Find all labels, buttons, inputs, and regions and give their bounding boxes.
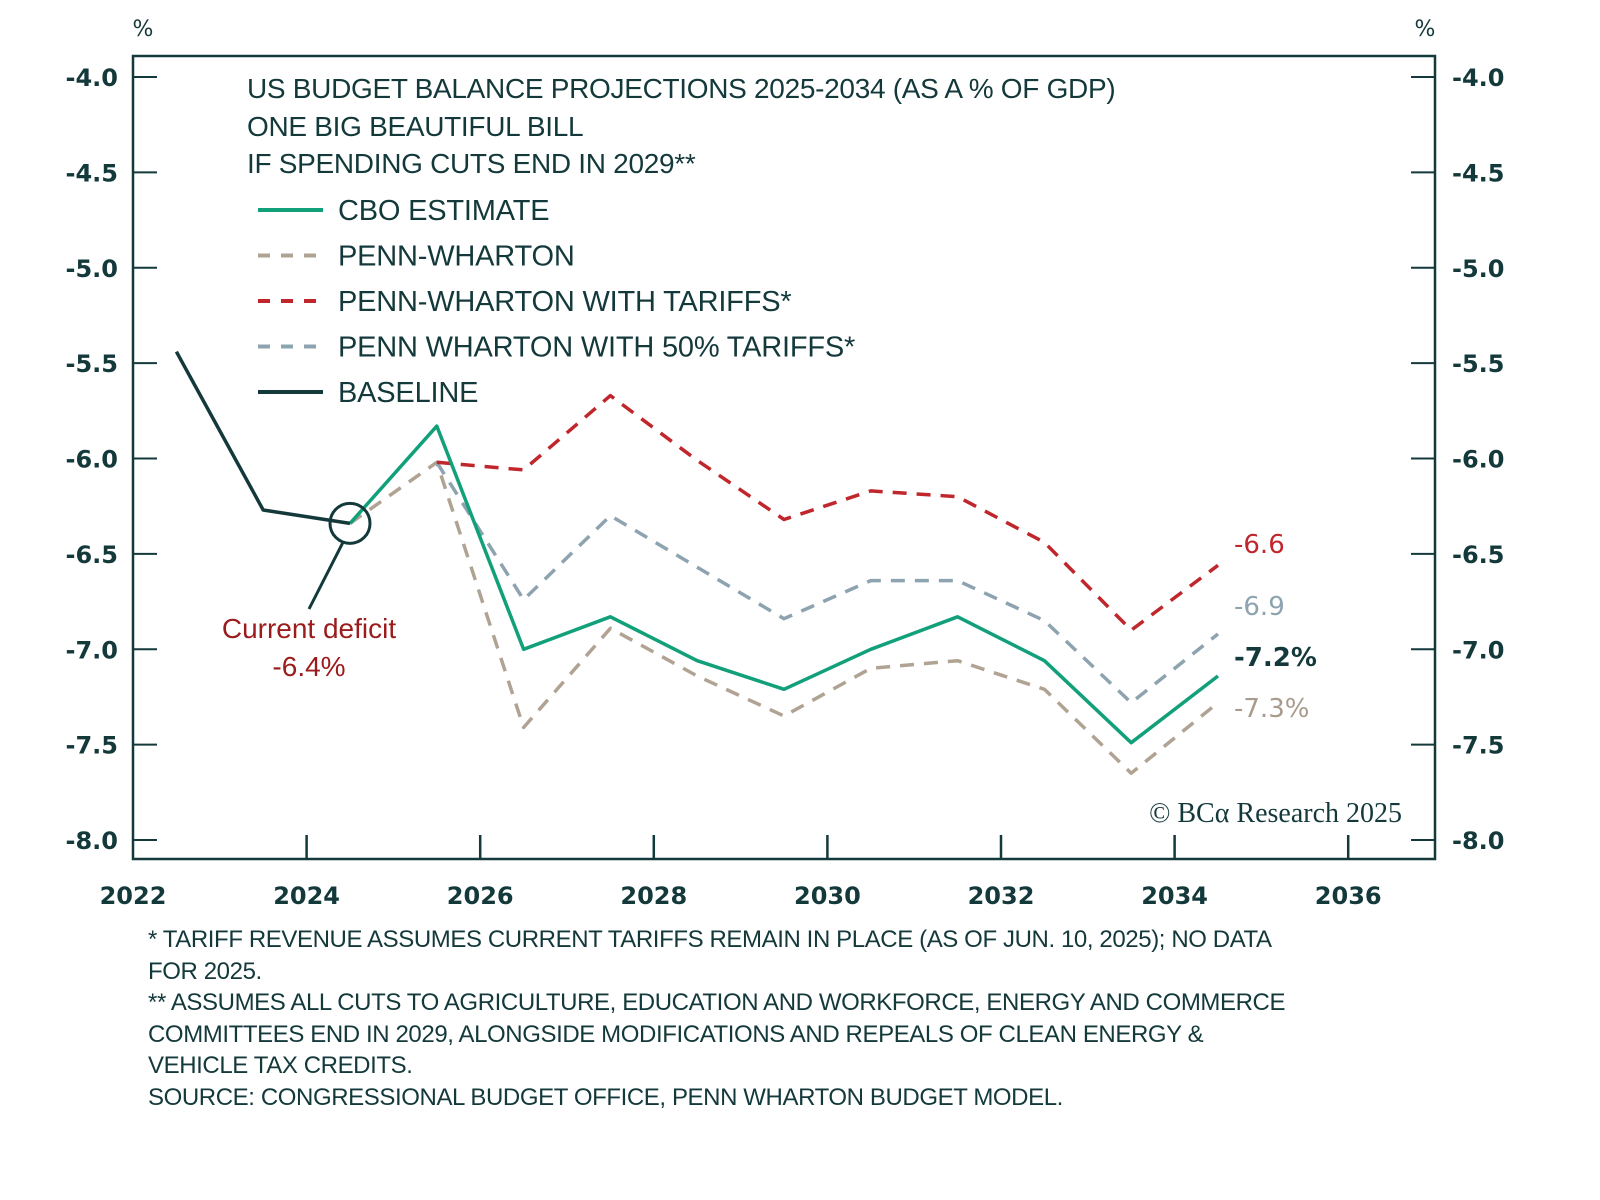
x-axis: 2022 2024 2026 2028 2030 2032 2034 2036 (100, 835, 1382, 910)
footnote-line: FOR 2025. (148, 957, 262, 985)
y-unit-left: % (133, 17, 154, 42)
y-unit-right: % (1415, 17, 1436, 42)
x-tick-label: 2034 (1141, 882, 1208, 910)
y-tick-label-left: -7.0 (66, 636, 118, 664)
x-tick-label: 2024 (273, 882, 340, 910)
y-tick-label-left: -5.0 (66, 255, 118, 283)
legend-label: CBO ESTIMATE (338, 195, 549, 227)
y-tick-label-right: -4.5 (1452, 159, 1504, 187)
y-tick-label-left: -6.0 (66, 446, 118, 474)
footnote-line: COMMITTEES END IN 2029, ALONGSIDE MODIFI… (148, 1020, 1204, 1048)
annotation-layer: Current deficit -6.4% (222, 501, 397, 682)
series-line-1 (348, 460, 1220, 775)
annotation-leader (307, 541, 345, 610)
legend: CBO ESTIMATE PENN-WHARTON PENN-WHARTON WIT… (258, 195, 855, 409)
annotation-text: -6.4% (272, 651, 345, 682)
y-tick-label-right: -8.0 (1452, 827, 1504, 855)
y-tick-label-right: -5.0 (1452, 255, 1504, 283)
footnotes: * TARIFF REVENUE ASSUMES CURRENT TARIFFS… (148, 924, 1448, 1113)
y-tick-label-right: -6.5 (1452, 541, 1504, 569)
y-axis-right: -4.0 -4.5 -5.0 -5.5 -6.0 -6.5 -7.0 -7.5 -8.0 (1411, 64, 1504, 855)
end-value-label: -6.6 (1234, 530, 1285, 560)
annotation-text: Current deficit (222, 613, 397, 644)
end-labels: -7.2% -7.3% -6.6 -6.9 (1234, 530, 1317, 724)
y-tick-label-right: -7.5 (1452, 732, 1504, 760)
footnote-line: VEHICLE TAX CREDITS. (148, 1052, 413, 1079)
x-tick-label: 2026 (447, 882, 514, 910)
series-layer (174, 350, 1220, 775)
y-tick-label-left: -4.0 (66, 64, 118, 92)
series-line-3 (435, 461, 1220, 705)
legend-label: PENN-WHARTON (338, 241, 575, 273)
y-tick-label-right: -6.0 (1452, 446, 1504, 474)
end-value-label: -7.2% (1234, 643, 1317, 673)
y-tick-label-left: -4.5 (66, 159, 118, 187)
end-value-label: -6.9 (1234, 592, 1285, 622)
chart-subtitle-2: IF SPENDING CUTS END IN 2029** (247, 148, 696, 179)
series-line-4 (174, 350, 351, 526)
footnote-line: * TARIFF REVENUE ASSUMES CURRENT TARIFFS… (148, 926, 1272, 953)
source-line: SOURCE: CONGRESSIONAL BUDGET OFFICE, PEN… (148, 1083, 1063, 1111)
x-tick-label: 2028 (620, 882, 687, 910)
series-line-2 (436, 393, 1220, 632)
y-tick-label-left: -8.0 (66, 827, 118, 855)
chart-title: US BUDGET BALANCE PROJECTIONS 2025-2034 … (247, 73, 1115, 104)
x-tick-label: 2032 (968, 882, 1035, 910)
annotation-circle (328, 501, 372, 545)
legend-label: PENN WHARTON WITH 50% TARIFFS* (338, 332, 855, 364)
legend-label: PENN-WHARTON WITH TARIFFS* (338, 286, 791, 318)
y-tick-label-right: -7.0 (1452, 636, 1504, 664)
y-axis-left: -4.0 -4.5 -5.0 -5.5 -6.0 -6.5 -7.0 -7.5 -8.0 (66, 64, 157, 855)
x-tick-label: 2022 (100, 882, 167, 910)
x-tick-label: 2030 (794, 882, 861, 910)
y-tick-label-right: -5.5 (1452, 350, 1504, 378)
end-value-label: -7.3% (1234, 694, 1309, 724)
chart-subtitle-1: ONE BIG BEAUTIFUL BILL (247, 111, 583, 142)
y-tick-label-right: -4.0 (1452, 64, 1504, 92)
x-tick-label: 2036 (1315, 882, 1382, 910)
y-tick-label-left: -5.5 (66, 350, 118, 378)
y-tick-label-left: -6.5 (66, 541, 118, 569)
y-tick-label-left: -7.5 (66, 732, 118, 760)
footnote-line: ** ASSUMES ALL CUTS TO AGRICULTURE, EDUC… (148, 989, 1286, 1016)
copyright: © BCα Research 2025 (1149, 798, 1402, 829)
legend-label: BASELINE (338, 377, 478, 409)
